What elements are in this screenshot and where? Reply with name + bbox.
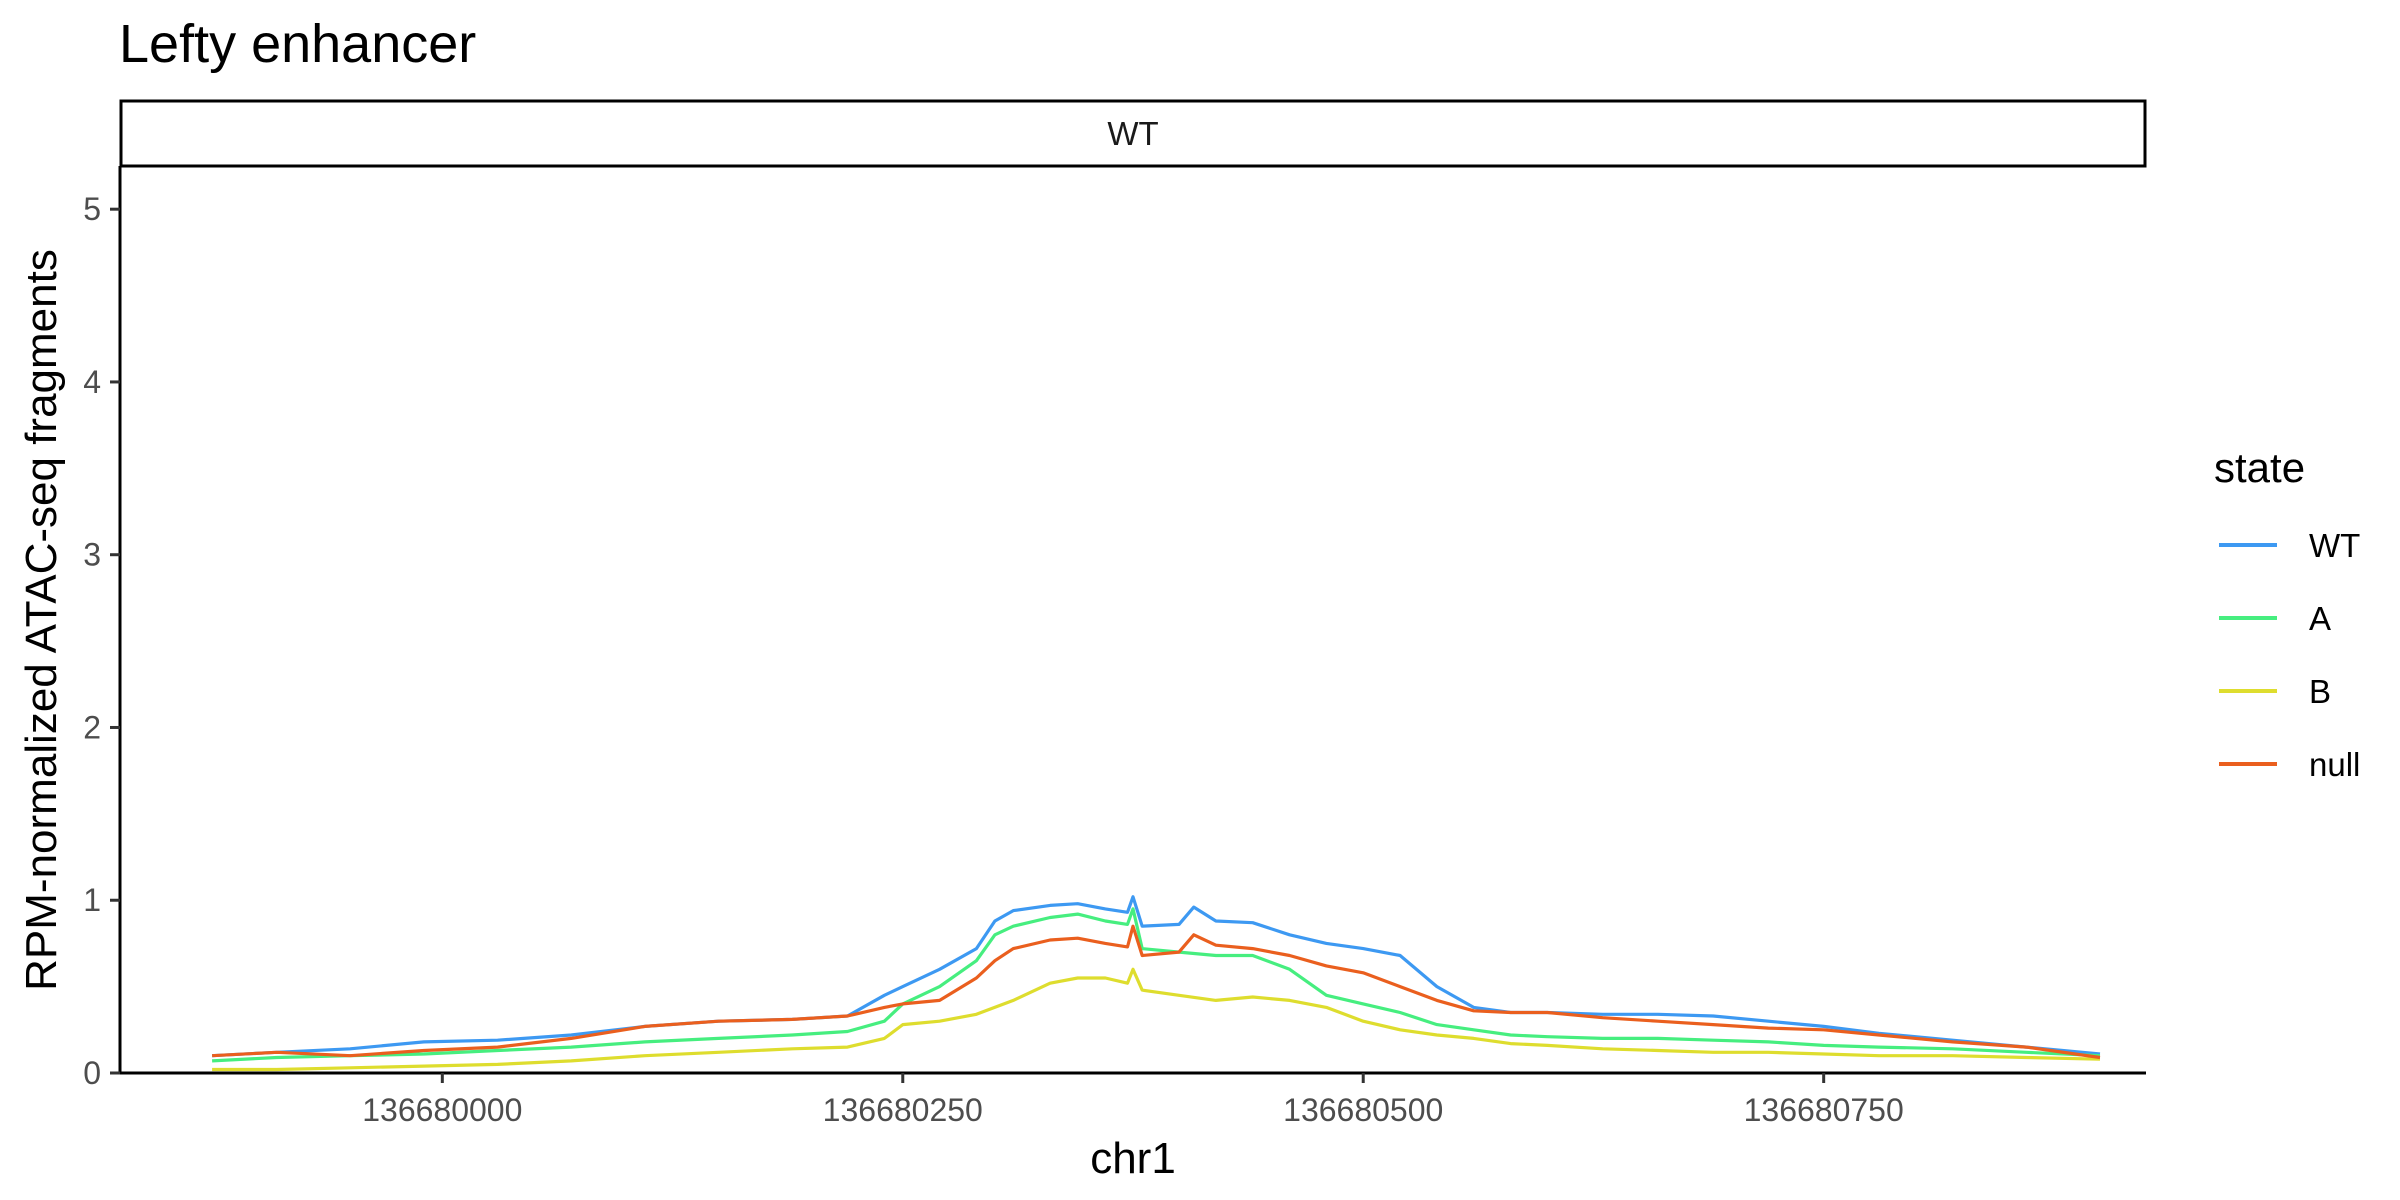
series-line-b: [212, 967, 2101, 1072]
legend-label-wt: WT: [2309, 527, 2360, 564]
y-tick-label: 4: [83, 364, 101, 400]
chart-title: Lefty enhancer: [119, 14, 476, 74]
y-tick-label: 1: [83, 882, 101, 918]
x-axis-title: chr1: [1090, 1134, 1176, 1183]
plot-area: [212, 895, 2101, 1072]
x-axis-ticks: 136680000 136680250 136680500 136680750: [362, 1073, 1904, 1128]
legend-label-null: null: [2309, 746, 2360, 783]
y-tick-label: 2: [83, 709, 101, 745]
x-tick-label: 136680750: [1744, 1092, 1904, 1128]
x-tick-label: 136680500: [1283, 1092, 1443, 1128]
y-tick-label: 3: [83, 537, 101, 573]
legend-label-a: A: [2309, 600, 2331, 637]
series-line-wt: [212, 895, 2101, 1058]
x-tick-label: 136680250: [823, 1092, 983, 1128]
y-axis-ticks: 0 1 2 3 4 5: [83, 191, 120, 1091]
facet-strip-box: [119, 99, 2147, 168]
series-line-a: [212, 907, 2101, 1063]
x-tick-label: 136680000: [362, 1092, 522, 1128]
legend-label-b: B: [2309, 673, 2331, 710]
series-line-null: [212, 924, 2101, 1060]
facet-label: WT: [1107, 115, 1158, 152]
facet-strip: WT: [119, 99, 2147, 168]
y-axis-title: RPM-normalized ATAC-seq fragments: [17, 249, 66, 991]
y-tick-label: 0: [83, 1055, 101, 1091]
legend-title: state: [2214, 444, 2305, 491]
y-tick-label: 5: [83, 191, 101, 227]
